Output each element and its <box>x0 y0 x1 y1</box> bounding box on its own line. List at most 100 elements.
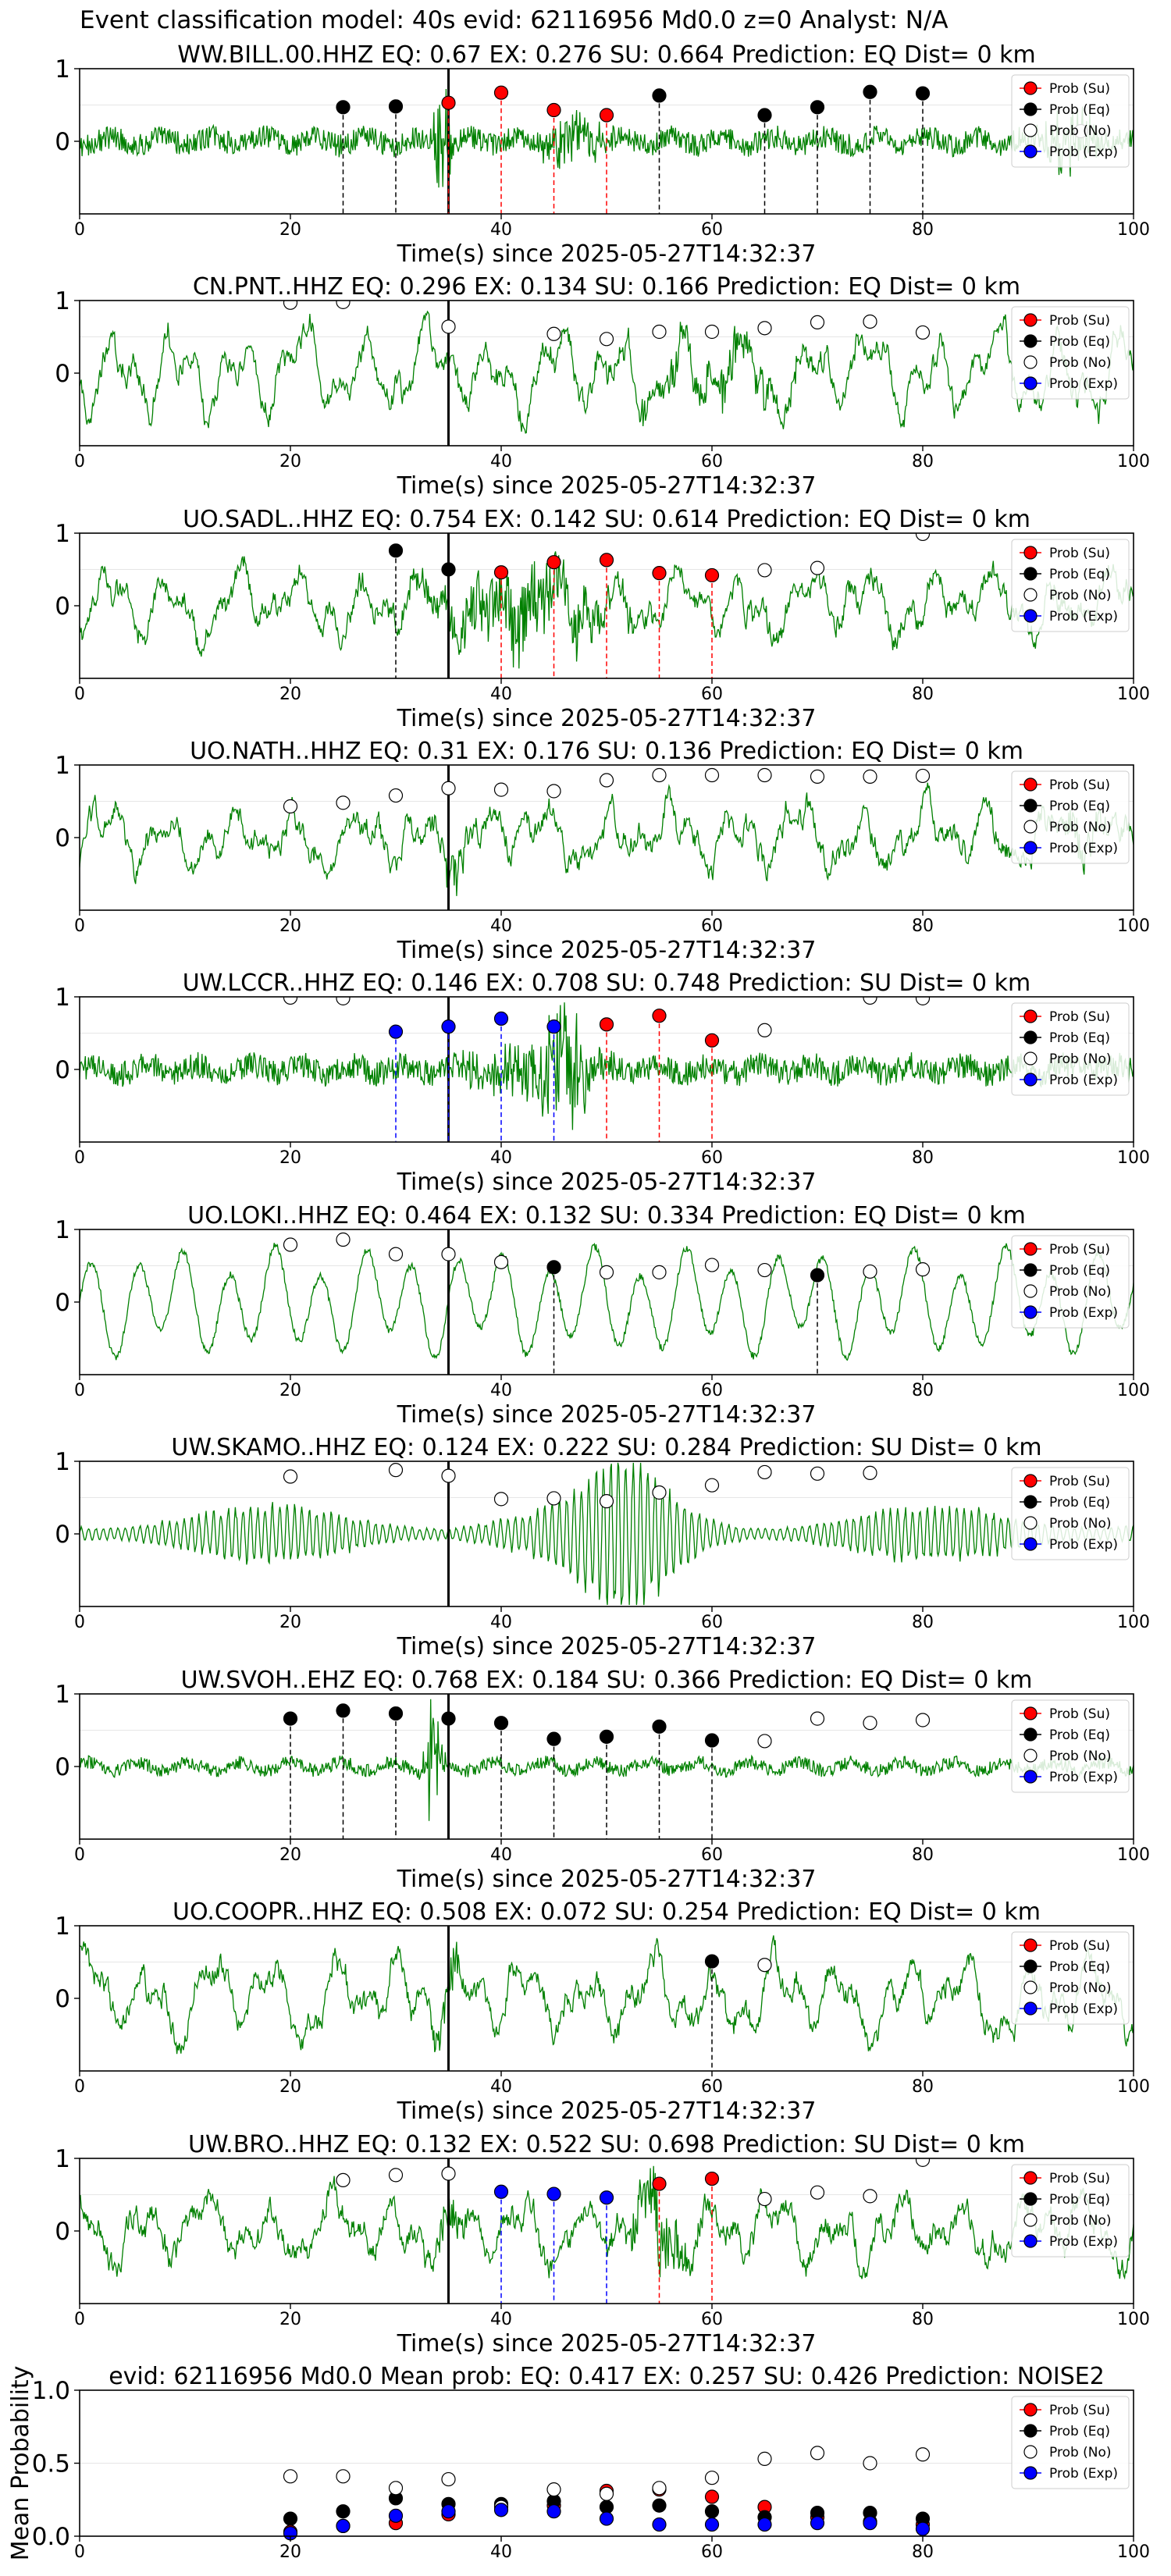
mean-marker-exp <box>652 2517 667 2532</box>
prob-marker-no <box>704 1258 720 1272</box>
prob-marker-exp <box>493 1011 509 1026</box>
prob-marker-no <box>283 799 298 814</box>
prob-marker-no <box>915 768 931 784</box>
prob-marker-no <box>546 326 561 341</box>
legend-label: Prob (Eq) <box>1049 1959 1110 1975</box>
legend-marker-exp <box>1023 1073 1038 1087</box>
y-tick-label: 0 <box>55 2218 70 2246</box>
x-tick-label: 80 <box>912 2542 934 2562</box>
waveform-trace <box>80 1002 1134 1130</box>
y-tick-label: 0 <box>55 360 70 388</box>
legend-box <box>1011 1002 1130 1096</box>
waveform-trace <box>80 88 1134 191</box>
prob-marker-no <box>283 1469 298 1484</box>
mean-marker-no <box>810 2446 825 2460</box>
x-tick-label: 100 <box>1117 1381 1150 1400</box>
y-tick-label: 1 <box>55 1216 70 1244</box>
prob-marker-su <box>652 566 667 581</box>
prob-marker-no <box>757 1262 772 1278</box>
station-panel: UO.NATH..HHZ EQ: 0.31 EX: 0.176 SU: 0.13… <box>55 738 1150 964</box>
panel-title: UW.SVOH..EHZ EQ: 0.768 EX: 0.184 SU: 0.3… <box>181 1667 1033 1694</box>
x-tick-label: 40 <box>490 1845 512 1865</box>
station-panel: UW.SVOH..EHZ EQ: 0.768 EX: 0.184 SU: 0.3… <box>55 1667 1150 1893</box>
mean-marker-exp <box>599 2511 614 2526</box>
x-tick-label: 60 <box>701 916 723 936</box>
x-tick-label: 80 <box>912 452 934 471</box>
x-tick-label: 100 <box>1117 685 1150 704</box>
prob-marker-eq <box>704 1954 720 1969</box>
prob-marker-exp <box>599 2190 614 2205</box>
mean-marker-no <box>704 2471 720 2485</box>
x-tick-label: 80 <box>912 1845 934 1865</box>
legend-label: Prob (Su) <box>1049 546 1110 561</box>
prob-marker-no <box>704 324 720 340</box>
legend-marker-eq <box>1023 1727 1038 1742</box>
legend-label: Prob (Su) <box>1049 313 1110 329</box>
legend-label: Prob (Eq) <box>1049 2192 1110 2208</box>
x-tick-label: 60 <box>701 1381 723 1400</box>
x-axis-label: Time(s) since 2025-05-27T14:32:37 <box>397 1866 817 1893</box>
legend-marker-su <box>1023 1009 1038 1023</box>
prob-marker-exp <box>441 1019 456 1034</box>
x-tick-label: 20 <box>279 220 301 240</box>
legend-marker-eq <box>1023 2424 1038 2438</box>
legend-label: Prob (No) <box>1049 1051 1112 1067</box>
x-axis-label: Time(s) since 2025-05-27T14:32:37 <box>397 2097 817 2125</box>
prob-marker-no <box>757 1734 772 1749</box>
legend-label: Prob (No) <box>1049 588 1112 603</box>
mean-marker-eq <box>704 2504 720 2519</box>
x-tick-label: 20 <box>279 1148 301 1168</box>
legend-marker-eq <box>1023 799 1038 813</box>
legend-label: Prob (Eq) <box>1049 1263 1110 1279</box>
legend-label: Prob (Exp) <box>1049 1305 1118 1321</box>
prob-marker-no <box>757 767 772 783</box>
x-tick-label: 80 <box>912 1148 934 1168</box>
axes-frame <box>79 1925 1134 2072</box>
prob-marker-su <box>599 108 614 123</box>
plot-area <box>80 533 1134 678</box>
prob-marker-no <box>441 2166 456 2181</box>
prob-marker-no <box>336 795 351 810</box>
legend-marker-eq <box>1023 1959 1038 1973</box>
legend-marker-no <box>1023 1051 1038 1066</box>
panel-title: WW.BILL.00.HHZ EQ: 0.67 EX: 0.276 SU: 0.… <box>177 41 1035 69</box>
x-tick-label: 20 <box>279 685 301 704</box>
prob-marker-no <box>493 782 509 797</box>
prob-marker-eq <box>599 1729 614 1744</box>
legend-label: Prob (Su) <box>1049 2171 1110 2186</box>
legend-label: Prob (Eq) <box>1049 334 1110 350</box>
legend-marker-su <box>1023 1938 1038 1952</box>
prob-marker-no <box>915 325 931 340</box>
prob-marker-no <box>863 1716 877 1731</box>
legend-marker-su <box>1023 2171 1038 2185</box>
x-tick-label: 100 <box>1117 1148 1150 1168</box>
legend-label: Prob (Exp) <box>1049 1073 1118 1088</box>
x-tick-label: 40 <box>490 452 512 471</box>
prob-marker-no <box>757 563 772 578</box>
x-tick-label: 60 <box>701 2310 723 2329</box>
prob-marker-su <box>493 565 509 580</box>
station-panel: CN.PNT..HHZ EQ: 0.296 EX: 0.134 SU: 0.16… <box>55 273 1150 500</box>
legend-marker-eq <box>1023 334 1038 348</box>
prob-marker-eq <box>441 562 456 577</box>
mean-marker-exp <box>810 2516 825 2531</box>
prob-marker-eq <box>652 88 667 103</box>
x-tick-label: 0 <box>74 685 85 704</box>
legend-marker-no <box>1023 1516 1038 1530</box>
legend-label: Prob (Eq) <box>1049 1727 1110 1743</box>
legend-box <box>1011 2396 1130 2489</box>
prob-marker-no <box>652 767 667 783</box>
y-tick-label: 1 <box>55 984 70 1012</box>
legend-label: Prob (Exp) <box>1049 1537 1118 1553</box>
plot-area <box>80 1694 1134 1839</box>
x-tick-label: 100 <box>1117 452 1150 471</box>
legend-label: Prob (Su) <box>1049 1938 1110 1954</box>
prob-marker-eq <box>915 86 931 101</box>
prob-marker-no <box>704 1478 720 1493</box>
legend-label: Prob (Exp) <box>1049 609 1118 624</box>
mean-marker-eq <box>336 2504 351 2519</box>
x-tick-label: 40 <box>490 1381 512 1400</box>
legend-marker-exp <box>1023 1537 1038 1551</box>
legend-label: Prob (Exp) <box>1049 376 1118 392</box>
y-tick-label: 0 <box>55 1056 70 1084</box>
